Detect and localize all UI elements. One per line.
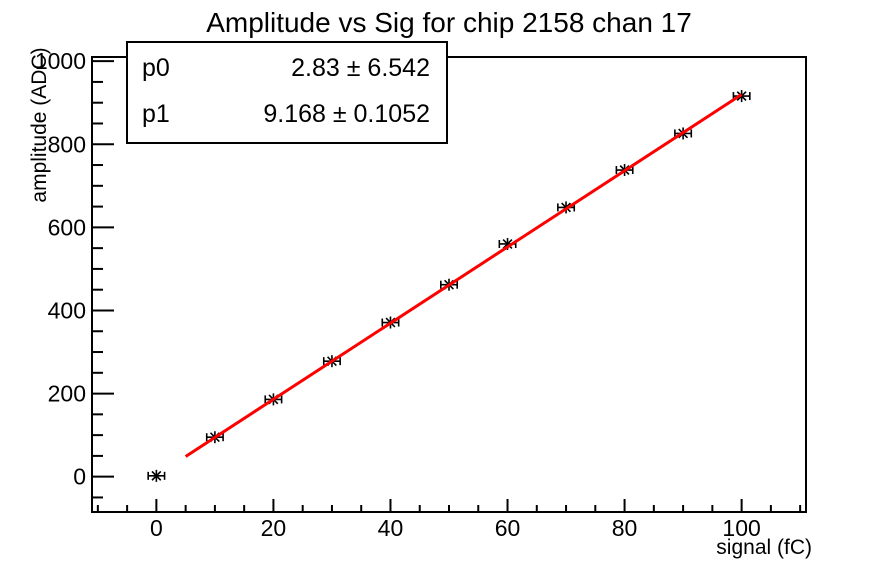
stats-box: p0 2.83 ± 6.542 p1 9.168 ± 0.1052 — [126, 41, 448, 144]
stat-param-name: p0 — [142, 54, 170, 83]
stat-param-name: p1 — [142, 99, 170, 128]
svg-text:40: 40 — [378, 515, 404, 541]
stat-row-p1: p1 9.168 ± 0.1052 — [142, 99, 430, 128]
svg-text:60: 60 — [495, 515, 521, 541]
svg-text:0: 0 — [73, 464, 86, 490]
y-axis-ticks — [92, 60, 114, 499]
svg-text:100: 100 — [722, 515, 760, 541]
x-axis-ticks — [96, 499, 802, 512]
svg-text:600: 600 — [48, 214, 86, 240]
chart-title: Amplitude vs Sig for chip 2158 chan 17 — [206, 7, 692, 38]
svg-text:400: 400 — [48, 297, 86, 323]
svg-text:80: 80 — [612, 515, 638, 541]
data-point-marker — [147, 469, 166, 482]
stat-param-value: 2.83 ± 6.542 — [291, 54, 430, 83]
fit-line — [184, 93, 743, 458]
svg-text:0: 0 — [150, 515, 163, 541]
x-axis-title: signal (fC) — [716, 536, 812, 559]
svg-text:1000: 1000 — [35, 48, 86, 74]
x-axis-labels: 0 20 40 60 80 100 — [150, 515, 761, 541]
stat-param-value: 9.168 ± 0.1052 — [263, 99, 430, 128]
svg-text:20: 20 — [261, 515, 287, 541]
svg-text:200: 200 — [48, 381, 86, 407]
y-axis-labels: 0 200 400 600 800 1000 — [35, 48, 86, 490]
y-axis-title: amplitude (ADC) — [28, 47, 51, 203]
svg-text:800: 800 — [48, 131, 86, 157]
stat-row-p0: p0 2.83 ± 6.542 — [142, 56, 430, 81]
